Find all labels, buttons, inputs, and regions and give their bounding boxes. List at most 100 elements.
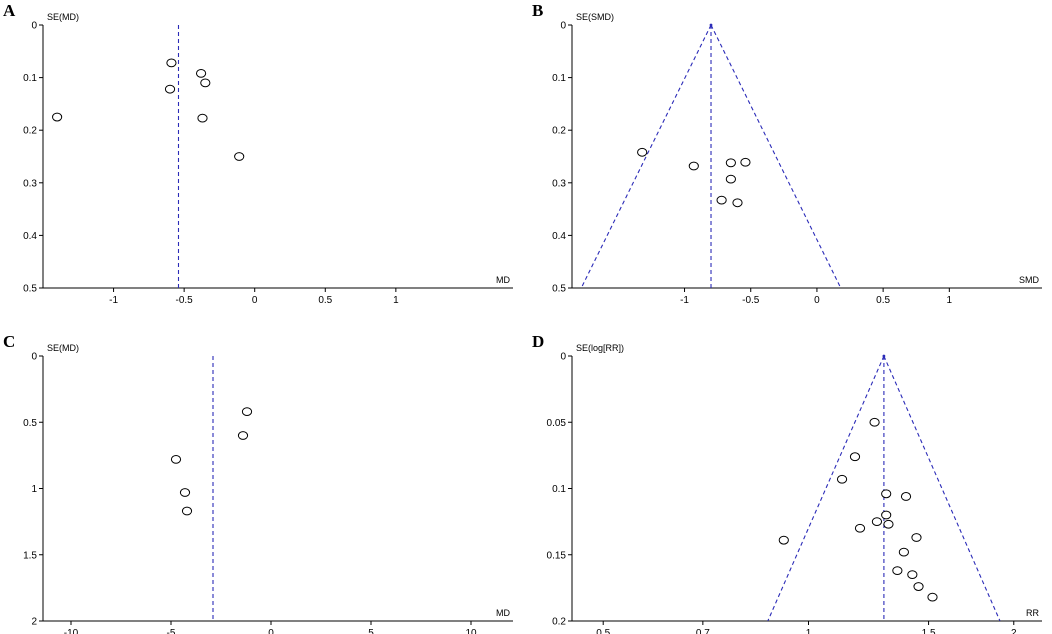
x-tick-label: 1.5	[922, 628, 936, 634]
x-tick-label: -1	[109, 295, 118, 306]
x-tick-label: 0.5	[318, 295, 332, 306]
x-tick-label: 5	[368, 628, 374, 634]
study-point	[234, 152, 245, 161]
x-tick-label: 0	[814, 295, 820, 306]
y-tick-label: 0.5	[23, 284, 37, 295]
study-point	[52, 112, 63, 122]
funnel-left-limit	[767, 356, 885, 621]
y-tick-label: 0.2	[552, 617, 566, 628]
y-tick-label: 1.5	[23, 550, 37, 561]
x-tick-label: 0.5	[596, 628, 610, 634]
study-point	[241, 407, 253, 417]
y-tick-label: 0	[31, 352, 37, 363]
x-tick-label: 10	[465, 628, 477, 634]
y-tick-label: 0.4	[23, 231, 37, 242]
y-tick-label: 0.3	[23, 178, 37, 189]
x-tick-label: -10	[64, 628, 79, 634]
y-tick-label: 0	[560, 21, 566, 32]
study-point	[898, 547, 909, 557]
study-point	[181, 506, 193, 516]
panel-c: C SE(MD) MD 0 0.5 1 1.5 2 -10 -5 0 5 10	[3, 332, 513, 634]
study-point	[911, 533, 922, 542]
panel-letter: A	[3, 1, 16, 20]
study-point	[836, 474, 848, 484]
funnel-right-limit	[710, 25, 842, 288]
study-point	[716, 195, 727, 205]
study-point	[881, 489, 892, 499]
x-tick-label: -0.5	[742, 295, 760, 306]
y-tick-label: 0.4	[552, 231, 566, 242]
panel-b: B SE(SMD) SMD 0 0.1 0.2 0.3 0.4 0.5 -1 -0.5 0 0.5 1	[532, 1, 1042, 306]
study-point	[170, 454, 182, 464]
y-tick-label: 0.15	[547, 550, 567, 561]
y-tick-label: 2	[31, 617, 37, 628]
x-tick-label: 0	[268, 628, 274, 634]
x-tick-label: -1	[680, 295, 689, 306]
study-point	[854, 523, 866, 533]
funnel-left-limit	[580, 25, 712, 288]
x-tick-label: 0.5	[876, 295, 890, 306]
funnel-right-limit	[883, 356, 1001, 621]
study-point	[907, 570, 918, 580]
x-axis-title: SMD	[1019, 275, 1040, 285]
study-point	[869, 417, 880, 427]
y-tick-label: 0.2	[552, 126, 566, 137]
y-tick-label: 0	[31, 21, 37, 32]
panel-letter: D	[532, 332, 544, 351]
x-tick-label: -0.5	[176, 295, 194, 306]
panel-letter: B	[532, 1, 543, 20]
x-axis-title: RR	[1026, 608, 1039, 618]
study-point	[732, 198, 743, 208]
x-tick-label: 1	[393, 295, 399, 306]
study-point	[688, 161, 699, 171]
x-tick-label: 1	[947, 295, 953, 306]
y-tick-label: 0.1	[23, 73, 37, 84]
y-tick-label: 0.1	[552, 484, 566, 495]
study-point	[197, 113, 208, 123]
study-point	[849, 452, 861, 462]
study-point	[166, 58, 177, 68]
study-point	[883, 519, 894, 529]
x-tick-label: 1	[806, 628, 812, 634]
x-tick-label: 0	[252, 295, 258, 306]
y-tick-label: 0.5	[23, 418, 37, 429]
study-point	[913, 582, 924, 591]
study-point	[881, 510, 892, 520]
y-axis-title: SE(log[RR])	[576, 343, 624, 353]
study-point	[200, 78, 211, 88]
y-tick-label: 0	[560, 352, 566, 363]
study-point	[900, 492, 912, 501]
y-axis-title: SE(MD)	[47, 12, 79, 22]
y-tick-label: 0.3	[552, 178, 566, 189]
study-point	[195, 68, 207, 78]
study-point	[927, 592, 938, 602]
study-point	[637, 147, 648, 157]
study-point	[725, 158, 736, 168]
study-point	[237, 431, 249, 440]
study-point	[179, 488, 191, 497]
y-axis-title: SE(MD)	[47, 343, 79, 353]
x-tick-label: 2	[1011, 628, 1017, 634]
y-tick-label: 1	[31, 484, 37, 495]
study-point	[892, 566, 903, 576]
x-axis-title: MD	[496, 608, 510, 618]
study-point	[871, 517, 883, 527]
y-axis-title: SE(SMD)	[576, 12, 614, 22]
y-tick-label: 0.05	[547, 418, 567, 429]
x-tick-label: -5	[167, 628, 176, 634]
study-point	[740, 157, 751, 167]
y-tick-label: 0.2	[23, 126, 37, 137]
x-tick-label: 0.7	[696, 628, 710, 634]
study-point	[778, 535, 789, 545]
funnel-apex	[882, 354, 886, 358]
study-point	[164, 84, 176, 94]
y-tick-label: 0.5	[552, 284, 566, 295]
funnel-apex	[709, 23, 713, 27]
x-axis-title: MD	[496, 275, 510, 285]
panel-letter: C	[3, 332, 15, 351]
y-tick-label: 0.1	[552, 73, 566, 84]
panel-d: D SE(log[RR]) RR 0 0.05 0.1 0.15 0.2 0.5 0.7 1 1.5 2	[532, 332, 1042, 634]
panel-a: A SE(MD) MD 0 0.1 0.2 0.3 0.4 0.5 -1 -0.5 0 0.5 1	[3, 1, 513, 306]
study-point	[725, 174, 736, 184]
